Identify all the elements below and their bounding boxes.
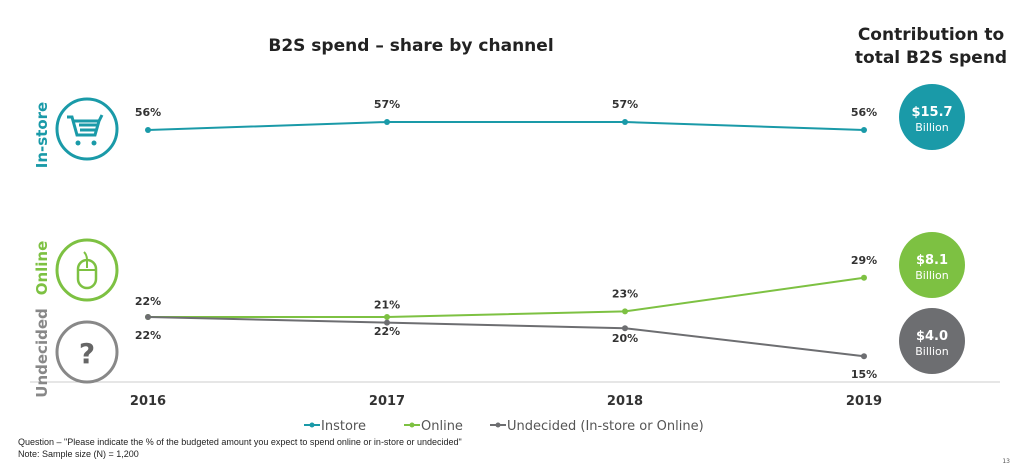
contribution-bubble xyxy=(899,84,965,150)
series-line-1 xyxy=(148,276,865,318)
contribution-value: $8.1 xyxy=(916,253,948,268)
contribution-value: $15.7 xyxy=(911,105,952,120)
series-line-0 xyxy=(147,121,865,131)
shopping-cart-icon xyxy=(55,97,119,161)
page-number: 13 xyxy=(1002,458,1010,464)
legend-marker xyxy=(495,422,501,428)
data-point xyxy=(384,319,390,326)
chart-title: B2S spend – share by channel xyxy=(268,36,553,56)
data-label: 22% xyxy=(135,295,161,308)
row-label-online: Online xyxy=(33,241,51,296)
x-tick-label: 2018 xyxy=(607,394,643,409)
x-tick-label: 2019 xyxy=(846,394,882,409)
mouse-icon xyxy=(55,238,119,302)
data-label: 57% xyxy=(612,98,638,111)
footer-note: Note: Sample size (N) = 1,200 xyxy=(18,449,139,459)
data-point xyxy=(145,314,151,320)
data-point xyxy=(384,314,390,320)
footer-question: Question – "Please indicate the % of the… xyxy=(18,437,462,447)
legend-label: Instore xyxy=(321,419,366,434)
data-point xyxy=(622,308,628,315)
data-point xyxy=(622,325,628,332)
data-point xyxy=(384,119,390,125)
data-point xyxy=(861,127,867,133)
data-label: 22% xyxy=(135,329,161,342)
contribution-title-2: total B2S spend xyxy=(855,48,1007,68)
data-label: 23% xyxy=(612,287,638,300)
contribution-unit: Billion xyxy=(915,121,949,134)
contribution-value: $4.0 xyxy=(916,329,948,344)
row-label-instore: In-store xyxy=(33,102,51,168)
data-label: 20% xyxy=(612,332,638,345)
series-line-2 xyxy=(147,316,865,358)
data-label: 56% xyxy=(135,106,161,119)
contribution-title-1: Contribution to xyxy=(858,25,1004,45)
contribution-unit: Billion xyxy=(915,269,949,282)
x-tick-label: 2017 xyxy=(369,394,405,409)
question-mark-icon: ? xyxy=(55,320,119,384)
data-label: 22% xyxy=(374,325,400,338)
contribution-bubble xyxy=(899,308,965,374)
data-label: 15% xyxy=(851,368,877,381)
data-label: 21% xyxy=(374,299,400,312)
contribution-unit: Billion xyxy=(915,345,949,358)
data-point xyxy=(145,127,151,133)
legend-label: Online xyxy=(421,419,463,434)
data-label: 56% xyxy=(851,106,877,119)
data-label: 29% xyxy=(851,254,877,267)
legend-marker xyxy=(309,422,315,428)
contribution-bubble xyxy=(899,232,965,298)
data-point xyxy=(622,119,628,125)
legend-marker xyxy=(409,422,415,428)
data-point xyxy=(861,274,867,281)
data-point xyxy=(861,353,867,360)
x-tick-label: 2016 xyxy=(130,394,166,409)
legend-label: Undecided (In-store or Online) xyxy=(507,419,704,434)
svg-text:?: ? xyxy=(79,337,95,370)
data-label: 57% xyxy=(374,98,400,111)
row-label-undecided: Undecided xyxy=(33,308,51,397)
